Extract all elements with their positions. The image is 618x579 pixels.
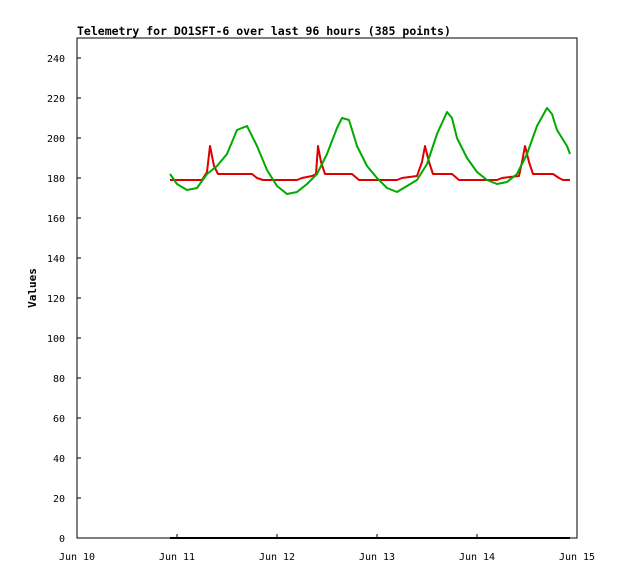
- y-tick-label: 180: [47, 174, 65, 185]
- x-axis-ticks: Jun 10 Jun 11 Jun 12 Jun 13 Jun 14 Jun 15: [59, 534, 595, 563]
- y-tick-label: 40: [53, 454, 65, 465]
- series-group: [169, 107, 571, 539]
- y-tick-label: 0: [59, 534, 65, 545]
- y-tick-label: 240: [47, 54, 65, 65]
- y-tick-label: 20: [53, 494, 65, 505]
- series-line-2: [169, 107, 571, 195]
- x-tick-label: Jun 11: [159, 552, 195, 563]
- x-tick-label: Jun 14: [459, 552, 495, 563]
- plot-frame: [76, 37, 578, 539]
- y-tick-label: 120: [47, 294, 65, 305]
- x-tick-label: Jun 15: [559, 552, 595, 563]
- x-tick-label: Jun 13: [359, 552, 395, 563]
- y-tick-label: 200: [47, 134, 65, 145]
- series-line-1: [170, 145, 570, 181]
- y-tick-label: 100: [47, 334, 65, 345]
- y-tick-label: 160: [47, 214, 65, 225]
- y-axis-label: Values: [26, 268, 39, 308]
- y-tick-label: 60: [53, 414, 65, 425]
- y-tick-label: 140: [47, 254, 65, 265]
- y-axis-ticks: 0 20 40 60 80 100 120 140 160 180 200 220 240: [47, 54, 81, 545]
- x-tick-label: Jun 10: [59, 552, 95, 563]
- x-tick-label: Jun 12: [259, 552, 295, 563]
- y-tick-label: 220: [47, 94, 65, 105]
- y-tick-label: 80: [53, 374, 65, 385]
- chart-title: Telemetry for DO1SFT-6 over last 96 hour…: [77, 24, 451, 38]
